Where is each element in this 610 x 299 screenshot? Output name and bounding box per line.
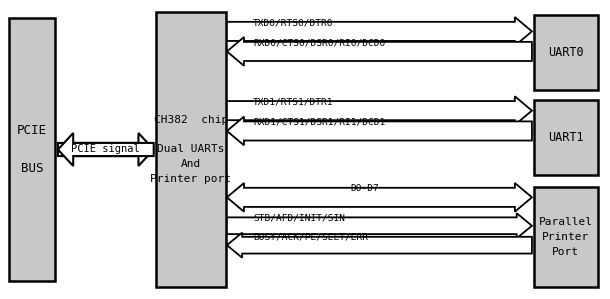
Polygon shape [227,37,532,66]
Text: PCIE

BUS: PCIE BUS [17,124,47,175]
Bar [9,18,55,281]
Text: PCIE signal: PCIE signal [71,144,140,155]
Text: TXD1/RTS1/DTR1: TXD1/RTS1/DTR1 [253,98,334,107]
Polygon shape [227,96,532,125]
Text: BUSY/ACK/PE/SELT/ERR: BUSY/ACK/PE/SELT/ERR [253,232,368,241]
Text: STB/AFD/INIT/SIN: STB/AFD/INIT/SIN [253,213,345,222]
Text: RXD0/CTS0/DSR0/RI0/DCD0: RXD0/CTS0/DSR0/RI0/DCD0 [253,38,386,47]
Text: CH382  chip

Dual UARTs
And
Printer port: CH382 chip Dual UARTs And Printer port [150,115,231,184]
Polygon shape [227,233,532,258]
Polygon shape [227,213,532,238]
Polygon shape [58,133,154,166]
Text: Parallel
Printer
Port: Parallel Printer Port [539,217,593,257]
Text: TXD0/RTS0/DTR0: TXD0/RTS0/DTR0 [253,19,334,28]
Text: D0-D7: D0-D7 [351,184,379,193]
Text: UART1: UART1 [548,131,584,144]
Bar [534,187,598,287]
Bar [534,15,598,90]
Text: UART0: UART0 [548,46,584,59]
Polygon shape [58,133,154,166]
Text: RXD1/CTS1/DSR1/RI1/DCD1: RXD1/CTS1/DSR1/RI1/DCD1 [253,118,386,127]
Polygon shape [227,117,532,145]
Bar [156,12,226,287]
Polygon shape [227,17,532,46]
Bar [534,100,598,175]
Polygon shape [227,183,532,212]
